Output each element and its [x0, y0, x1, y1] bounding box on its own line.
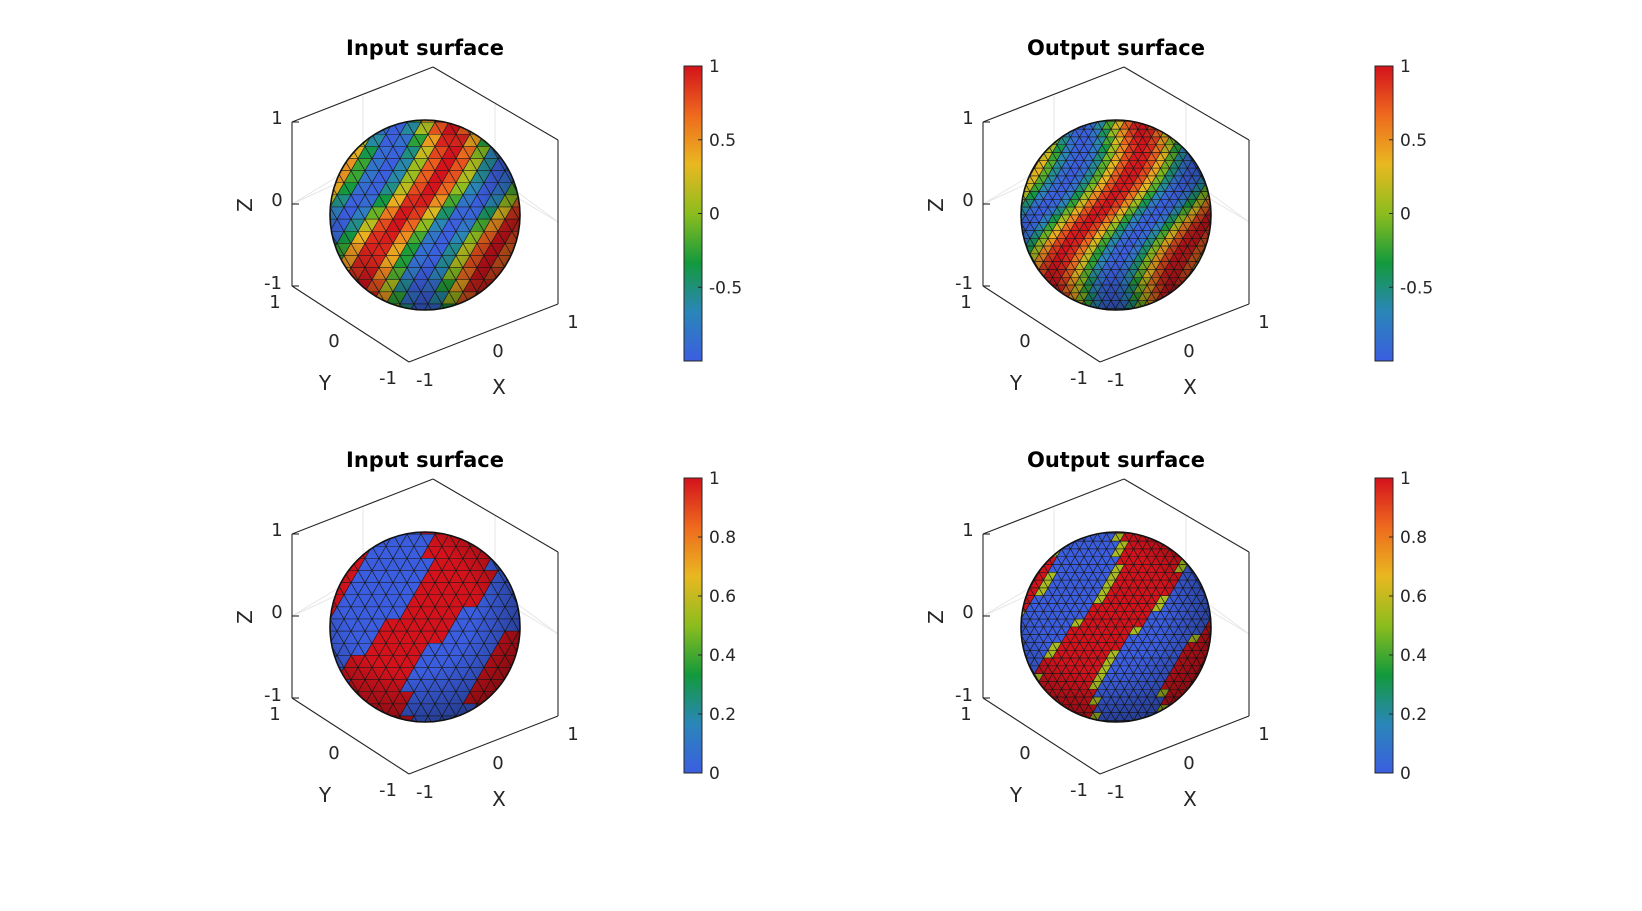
z-axis-label: Z	[233, 610, 257, 624]
colorbar-tick: 0.4	[1400, 646, 1427, 666]
subplot-title: Output surface	[1027, 448, 1205, 472]
x-tick: 1	[567, 724, 578, 745]
subplot-4: Output surface 1 0 -1 Z 1 0 -1 Y -1 0 1 X 1 0.8 0.6 0.4 0…	[924, 448, 1427, 811]
sphere-outline	[329, 119, 521, 311]
z-tick: 0	[271, 602, 282, 623]
z-tick: 1	[962, 108, 973, 129]
z-tick: 0	[962, 602, 973, 623]
y-axis-label: Y	[1009, 371, 1023, 395]
y-axis-label: Y	[1009, 783, 1023, 807]
colorbar: 1 0.5 0 -0.5	[1374, 57, 1433, 362]
ticks	[292, 121, 299, 287]
axes-box	[291, 478, 559, 775]
x-axis-label: X	[1183, 375, 1197, 399]
z-axis-label: Z	[924, 198, 948, 212]
colorbar-tick: 1	[709, 469, 720, 489]
subplot-2: Output surface 1 0 -1 Z 1 0 -1 Y -1 0 1 X 1 0.5 0 -0.5	[924, 36, 1433, 399]
z-tick: 0	[271, 190, 282, 211]
sphere-outline	[1020, 119, 1212, 311]
x-tick: 0	[492, 341, 503, 362]
colorbar-tick: -0.5	[709, 278, 742, 298]
subplot-title: Input surface	[346, 448, 504, 472]
colorbar-tick: 0	[709, 764, 720, 784]
colorbar-tick: -0.5	[1400, 278, 1433, 298]
ticks	[983, 533, 990, 699]
axes-box	[982, 66, 1250, 363]
z-tick: -1	[264, 685, 282, 706]
x-axis-label: X	[492, 375, 506, 399]
y-tick: 1	[960, 704, 971, 725]
z-tick: -1	[955, 273, 973, 294]
y-tick: 1	[269, 292, 280, 313]
z-axis-label: Z	[233, 198, 257, 212]
z-axis-label: Z	[924, 610, 948, 624]
subplot-title: Output surface	[1027, 36, 1205, 60]
x-tick: -1	[1107, 370, 1125, 391]
ticks	[292, 533, 299, 699]
y-tick: 1	[960, 292, 971, 313]
y-tick: 0	[328, 743, 339, 764]
colorbar-tick: 1	[1400, 469, 1411, 489]
sphere-shading	[1021, 120, 1211, 310]
sphere-shading	[330, 120, 520, 310]
colorbar: 1 0.5 0 -0.5	[683, 57, 742, 362]
x-tick: -1	[416, 782, 434, 803]
colorbar: 1 0.8 0.6 0.4 0.2 0	[1374, 469, 1427, 784]
x-tick: 1	[1258, 724, 1269, 745]
colorbar-gradient	[1374, 477, 1394, 774]
x-tick: -1	[1107, 782, 1125, 803]
subplot-3: Input surface 1 0 -1 Z 1 0 -1 Y -1 0 1 X 1 0.8 0.6 0.4 0.…	[233, 448, 736, 811]
colorbar-tick: 1	[1400, 57, 1411, 77]
z-tick: 0	[962, 190, 973, 211]
y-tick: -1	[1070, 368, 1088, 389]
subplot-1: Input surface 1 0 -1 Z 1 0 -1 Y -1 0 1 X 1 0.5 0 -0.5	[233, 36, 742, 399]
colorbar-tick: 0	[1400, 205, 1411, 225]
colorbar-tick: 1	[709, 57, 720, 77]
x-tick: 1	[1258, 312, 1269, 333]
colorbar-tick: 0.5	[1400, 131, 1427, 151]
z-tick: 1	[271, 520, 282, 541]
colorbar-tick: 0.6	[1400, 587, 1427, 607]
y-tick: -1	[379, 780, 397, 801]
x-axis-label: X	[1183, 787, 1197, 811]
y-tick: 0	[1019, 331, 1030, 352]
colorbar-tick: 0.5	[709, 131, 736, 151]
colorbar-tick: 0	[1400, 764, 1411, 784]
colorbar-tick: 0.8	[709, 528, 736, 548]
subplot-title: Input surface	[346, 36, 504, 60]
sphere-outline	[1020, 531, 1212, 723]
colorbar-tick: 0.2	[1400, 705, 1427, 725]
x-tick: 0	[492, 753, 503, 774]
colorbar-tick: 0.4	[709, 646, 736, 666]
y-axis-label: Y	[318, 371, 332, 395]
colorbar-tick: 0.8	[1400, 528, 1427, 548]
sphere-outline	[329, 531, 521, 723]
x-axis-label: X	[492, 787, 506, 811]
colorbar-tick: 0.2	[709, 705, 736, 725]
x-tick: 0	[1183, 341, 1194, 362]
y-tick: 1	[269, 704, 280, 725]
z-tick: -1	[264, 273, 282, 294]
sphere-shading	[1021, 532, 1211, 722]
colorbar-gradient	[683, 477, 703, 774]
x-tick: -1	[416, 370, 434, 391]
y-tick: -1	[379, 368, 397, 389]
y-tick: 0	[1019, 743, 1030, 764]
y-tick: -1	[1070, 780, 1088, 801]
z-tick: 1	[271, 108, 282, 129]
z-tick: 1	[962, 520, 973, 541]
ticks	[983, 121, 990, 287]
z-tick: -1	[955, 685, 973, 706]
colorbar-tick: 0	[709, 205, 720, 225]
x-tick: 1	[567, 312, 578, 333]
colorbar: 1 0.8 0.6 0.4 0.2 0	[683, 469, 736, 784]
x-tick: 0	[1183, 753, 1194, 774]
colorbar-tick: 0.6	[709, 587, 736, 607]
sphere-shading	[330, 532, 520, 722]
y-axis-label: Y	[318, 783, 332, 807]
y-tick: 0	[328, 331, 339, 352]
